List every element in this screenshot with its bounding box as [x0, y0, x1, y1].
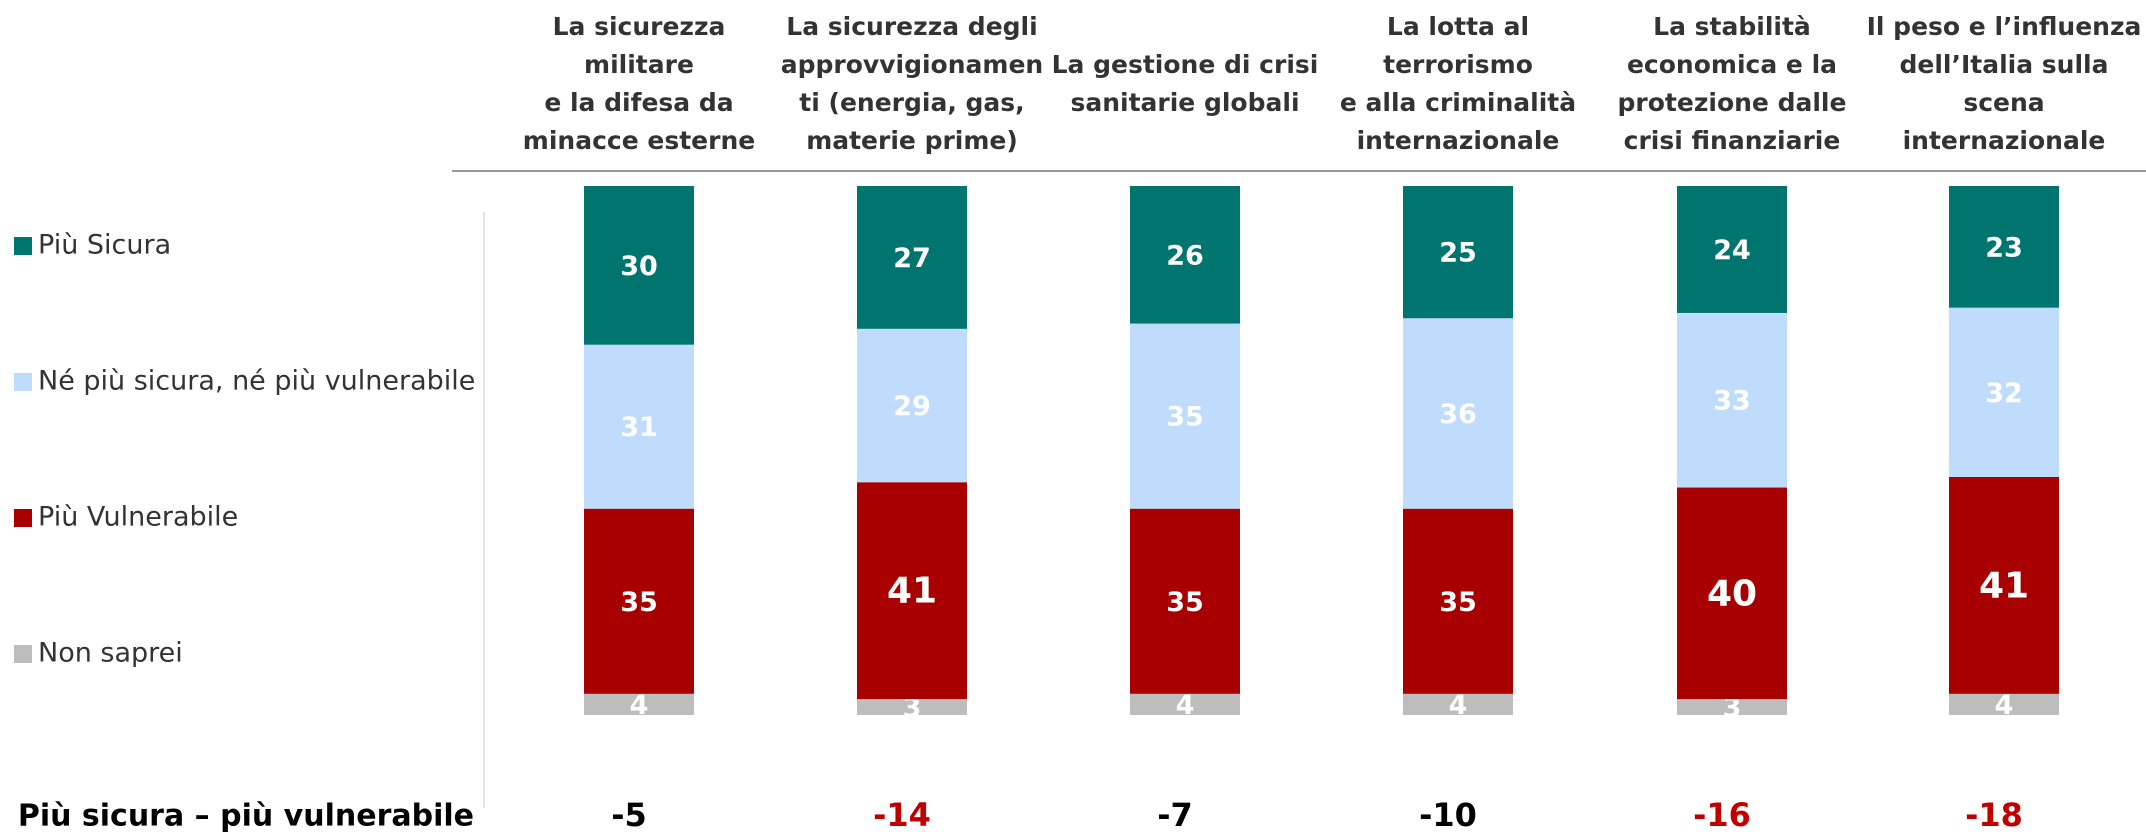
category-header: La sicurezza degli approvvigionamen ti (…	[780, 12, 1044, 155]
bar-segment	[1677, 487, 1787, 700]
legend-swatch	[14, 237, 32, 255]
bar-segment	[1949, 307, 2059, 477]
bar-segment	[1677, 699, 1787, 715]
bar-segment	[1949, 693, 2059, 715]
data-label: 29	[893, 391, 931, 422]
data-label: 27	[893, 243, 931, 274]
category-header: La sicurezza militare e la difesa da min…	[522, 12, 756, 155]
bar-segment	[857, 699, 967, 715]
data-label: 25	[1439, 238, 1477, 269]
bar-segment	[584, 693, 694, 715]
difference-value: -10	[1419, 796, 1477, 834]
data-label: 35	[620, 587, 658, 618]
legend-label: Non saprei	[38, 638, 183, 669]
data-label: 36	[1439, 399, 1477, 430]
bar-segment	[584, 344, 694, 509]
legend-label: Più Sicura	[38, 230, 171, 261]
bar-segment	[584, 186, 694, 345]
difference-value: -7	[1157, 796, 1193, 834]
data-label: 3	[903, 693, 922, 724]
data-label: 35	[1439, 587, 1477, 618]
difference-label: Più sicura – più vulnerabile	[18, 799, 474, 834]
bar-segment	[1403, 693, 1513, 715]
bar-segment	[584, 508, 694, 694]
data-label: 31	[620, 412, 658, 443]
legend-label: Né più sicura, né più vulnerabile	[38, 366, 475, 397]
bar-segment	[1403, 186, 1513, 319]
data-label: 3	[1723, 693, 1742, 724]
bar-segment	[1403, 508, 1513, 694]
legend-swatch	[14, 645, 32, 663]
legend-swatch	[14, 509, 32, 527]
bar-segment	[1949, 476, 2059, 694]
data-label: 24	[1713, 235, 1751, 266]
bar-segment	[857, 186, 967, 329]
category-header: La lotta al terrorismo e alla criminalit…	[1339, 12, 1577, 155]
category-header: Il peso e l’influenza dell’Italia sulla …	[1866, 12, 2142, 155]
bar-segment	[857, 328, 967, 483]
bar-segment	[1130, 323, 1240, 509]
data-label: 33	[1713, 386, 1751, 417]
data-label: 30	[620, 251, 658, 282]
bar-segment	[1130, 508, 1240, 694]
bar-segment	[1677, 312, 1787, 488]
difference-value: -5	[611, 796, 647, 834]
data-label: 32	[1985, 378, 2023, 409]
data-label: 41	[887, 571, 937, 612]
bar-segment	[1677, 186, 1787, 313]
legend-swatch	[14, 373, 32, 391]
data-label: 4	[1449, 690, 1468, 721]
data-label: 4	[1176, 690, 1195, 721]
data-label: 35	[1166, 587, 1204, 618]
data-label: 41	[1979, 565, 2029, 606]
bar-segment	[1403, 318, 1513, 509]
data-label: 35	[1166, 402, 1204, 433]
data-label: 4	[1995, 690, 2014, 721]
legend-label: Più Vulnerabile	[38, 502, 238, 533]
category-header: La gestione di crisi sanitarie globali	[1051, 50, 1319, 117]
bar-segment	[1130, 693, 1240, 715]
bar-segment	[1130, 186, 1240, 324]
difference-value: -18	[1965, 796, 2023, 834]
difference-value: -14	[873, 796, 931, 834]
data-label: 4	[630, 690, 649, 721]
category-header: La stabilità economica e la protezione d…	[1617, 12, 1847, 155]
data-label: 40	[1707, 573, 1757, 614]
data-label: 23	[1985, 232, 2023, 263]
data-label: 26	[1166, 240, 1204, 271]
bar-segment	[857, 482, 967, 700]
difference-value: -16	[1693, 796, 1751, 834]
bar-segment	[1949, 186, 2059, 308]
